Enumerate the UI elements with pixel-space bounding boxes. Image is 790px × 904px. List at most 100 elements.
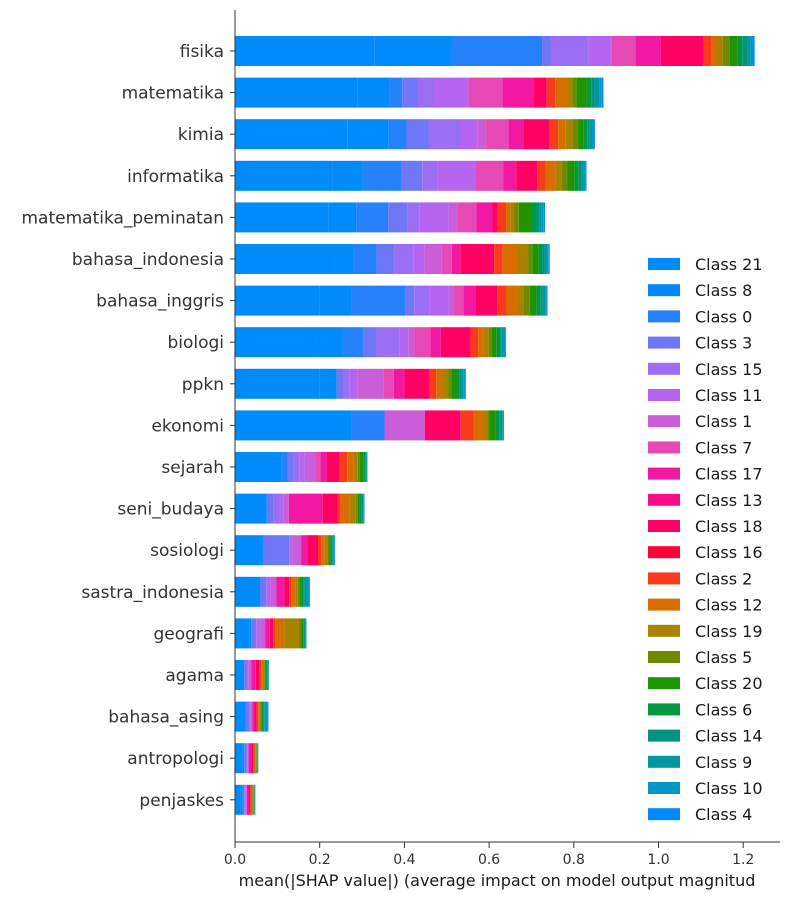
legend-label: Class 6 [695, 700, 752, 719]
bar-fisika-class-19 [717, 36, 723, 66]
legend-swatch-class-17 [648, 468, 680, 480]
bar-fisika-class-9 [747, 36, 750, 66]
category-label-ppkn: ppkn [182, 375, 224, 395]
bar-matematika_peminatan-class-20 [519, 202, 532, 232]
bar-antropologi-class-21 [235, 743, 243, 773]
bar-biologi-class-21 [235, 327, 315, 357]
bar-bahasa_indonesia-class-4 [549, 244, 550, 274]
bar-sastra_indonesia-class-12 [292, 577, 295, 607]
bar-sastra_indonesia-class-1 [271, 577, 277, 607]
bar-seni_budaya-class-17 [289, 494, 323, 524]
bar-bahasa_inggris-class-5 [523, 286, 529, 316]
bar-sosiologi-class-12 [321, 535, 324, 565]
bar-biologi-class-0 [343, 327, 364, 357]
bar-fisika-class-2 [703, 36, 711, 66]
bar-antropologi-class-2 [253, 743, 254, 773]
legend-swatch-class-14 [648, 730, 680, 742]
bar-matematika_peminatan-class-18 [492, 202, 497, 232]
bar-fisika-class-6 [738, 36, 743, 66]
legend-label: Class 5 [695, 648, 752, 667]
bar-sosiologi-class-19 [325, 535, 328, 565]
bar-agama-class-3 [244, 660, 246, 690]
category-label-antropologi: antropologi [127, 749, 224, 769]
legend-swatch-class-7 [648, 441, 680, 453]
bar-kimia-class-20 [578, 119, 583, 149]
legend-label: Class 3 [695, 334, 752, 353]
bar-geografi-class-6 [303, 618, 304, 648]
category-label-bahasa_indonesia: bahasa_indonesia [72, 250, 224, 270]
bar-matematika-class-7 [468, 78, 502, 108]
bar-bahasa_asing-class-5 [260, 702, 261, 732]
bar-informatika-class-9 [581, 161, 584, 191]
category-label-agama: agama [165, 666, 224, 686]
bar-sejarah-class-3 [288, 452, 293, 482]
category-labels: fisikamatematikakimiainformatikamatemati… [21, 42, 224, 811]
bar-matematika-class-9 [595, 78, 600, 108]
bar-sastra_indonesia-class-4 [309, 577, 310, 607]
legend-label: Class 21 [695, 255, 763, 274]
bar-matematika_peminatan-class-21 [235, 202, 328, 232]
bar-bahasa_asing-class-12 [258, 702, 259, 732]
bar-matematika-class-17 [502, 78, 534, 108]
bar-biologi-class-19 [484, 327, 489, 357]
category-label-bahasa_inggris: bahasa_inggris [96, 292, 224, 312]
bar-kimia-class-1 [478, 119, 486, 149]
bar-penjaskes-class-15 [244, 785, 245, 815]
bar-matematika_peminatan-class-2 [498, 202, 506, 232]
legend-label: Class 4 [695, 805, 752, 824]
bar-geografi-class-21 [235, 618, 250, 648]
bar-ppkn-class-7 [383, 369, 394, 399]
legend-swatch-class-16 [648, 546, 680, 558]
legend-label: Class 12 [695, 596, 763, 615]
bar-bahasa_inggris-class-19 [517, 286, 523, 316]
bar-biologi-class-7 [415, 327, 431, 357]
bar-kimia-class-11 [462, 119, 478, 149]
x-tick-label: 1.0 [647, 852, 669, 868]
bar-ppkn-class-12 [436, 369, 442, 399]
bar-bahasa_indonesia-class-10 [547, 244, 549, 274]
bar-bahasa_indonesia-class-5 [528, 244, 532, 274]
bar-sosiologi-class-1 [293, 535, 301, 565]
bar-ppkn-class-17 [394, 369, 405, 399]
legend-swatch-class-18 [648, 520, 680, 532]
legend-label: Class 13 [695, 491, 763, 510]
bar-matematika_peminatan-class-0 [356, 202, 388, 232]
bar-bahasa_indonesia-class-19 [517, 244, 528, 274]
bar-fisika-class-12 [711, 36, 716, 66]
category-label-kimia: kimia [178, 125, 224, 145]
bar-ppkn-class-21 [235, 369, 320, 399]
bar-ekonomi-class-5 [487, 410, 489, 440]
bar-kimia-class-9 [590, 119, 593, 149]
bar-sastra_indonesia-class-5 [298, 577, 300, 607]
bar-informatika-class-20 [567, 161, 574, 191]
bar-ekonomi-class-9 [501, 410, 503, 440]
legend-label: Class 20 [695, 674, 763, 693]
bar-bahasa_inggris-class-4 [547, 286, 548, 316]
category-label-matematika_peminatan: matematika_peminatan [21, 208, 224, 228]
bar-kimia-class-10 [592, 119, 594, 149]
bar-sastra_indonesia-class-3 [260, 577, 266, 607]
bar-biologi-class-1 [408, 327, 414, 357]
legend-label: Class 15 [695, 360, 763, 379]
bar-biologi-class-4 [505, 327, 506, 357]
legend-label: Class 9 [695, 753, 752, 772]
bar-geografi-class-17 [265, 618, 269, 648]
bar-informatika-class-5 [562, 161, 568, 191]
bar-matematika_peminatan-class-19 [510, 202, 514, 232]
bar-informatika-class-10 [584, 161, 586, 191]
bar-sosiologi-class-14 [332, 535, 333, 565]
bar-geografi-class-5 [299, 618, 302, 648]
bar-sosiologi-class-2 [318, 535, 321, 565]
bar-bahasa_inggris-class-2 [497, 286, 506, 316]
bar-fisika-class-21 [235, 36, 375, 66]
bar-seni_budaya-class-11 [279, 494, 283, 524]
legend-label: Class 18 [695, 517, 763, 536]
bar-ppkn-class-6 [456, 369, 459, 399]
bar-matematika_peminatan-class-5 [515, 202, 519, 232]
bar-bahasa_asing-class-6 [263, 702, 264, 732]
bar-sosiologi-class-17 [301, 535, 307, 565]
bar-sejarah-class-6 [363, 452, 365, 482]
bar-matematika-class-3 [402, 78, 417, 108]
bar-bahasa_indonesia-class-0 [354, 244, 377, 274]
